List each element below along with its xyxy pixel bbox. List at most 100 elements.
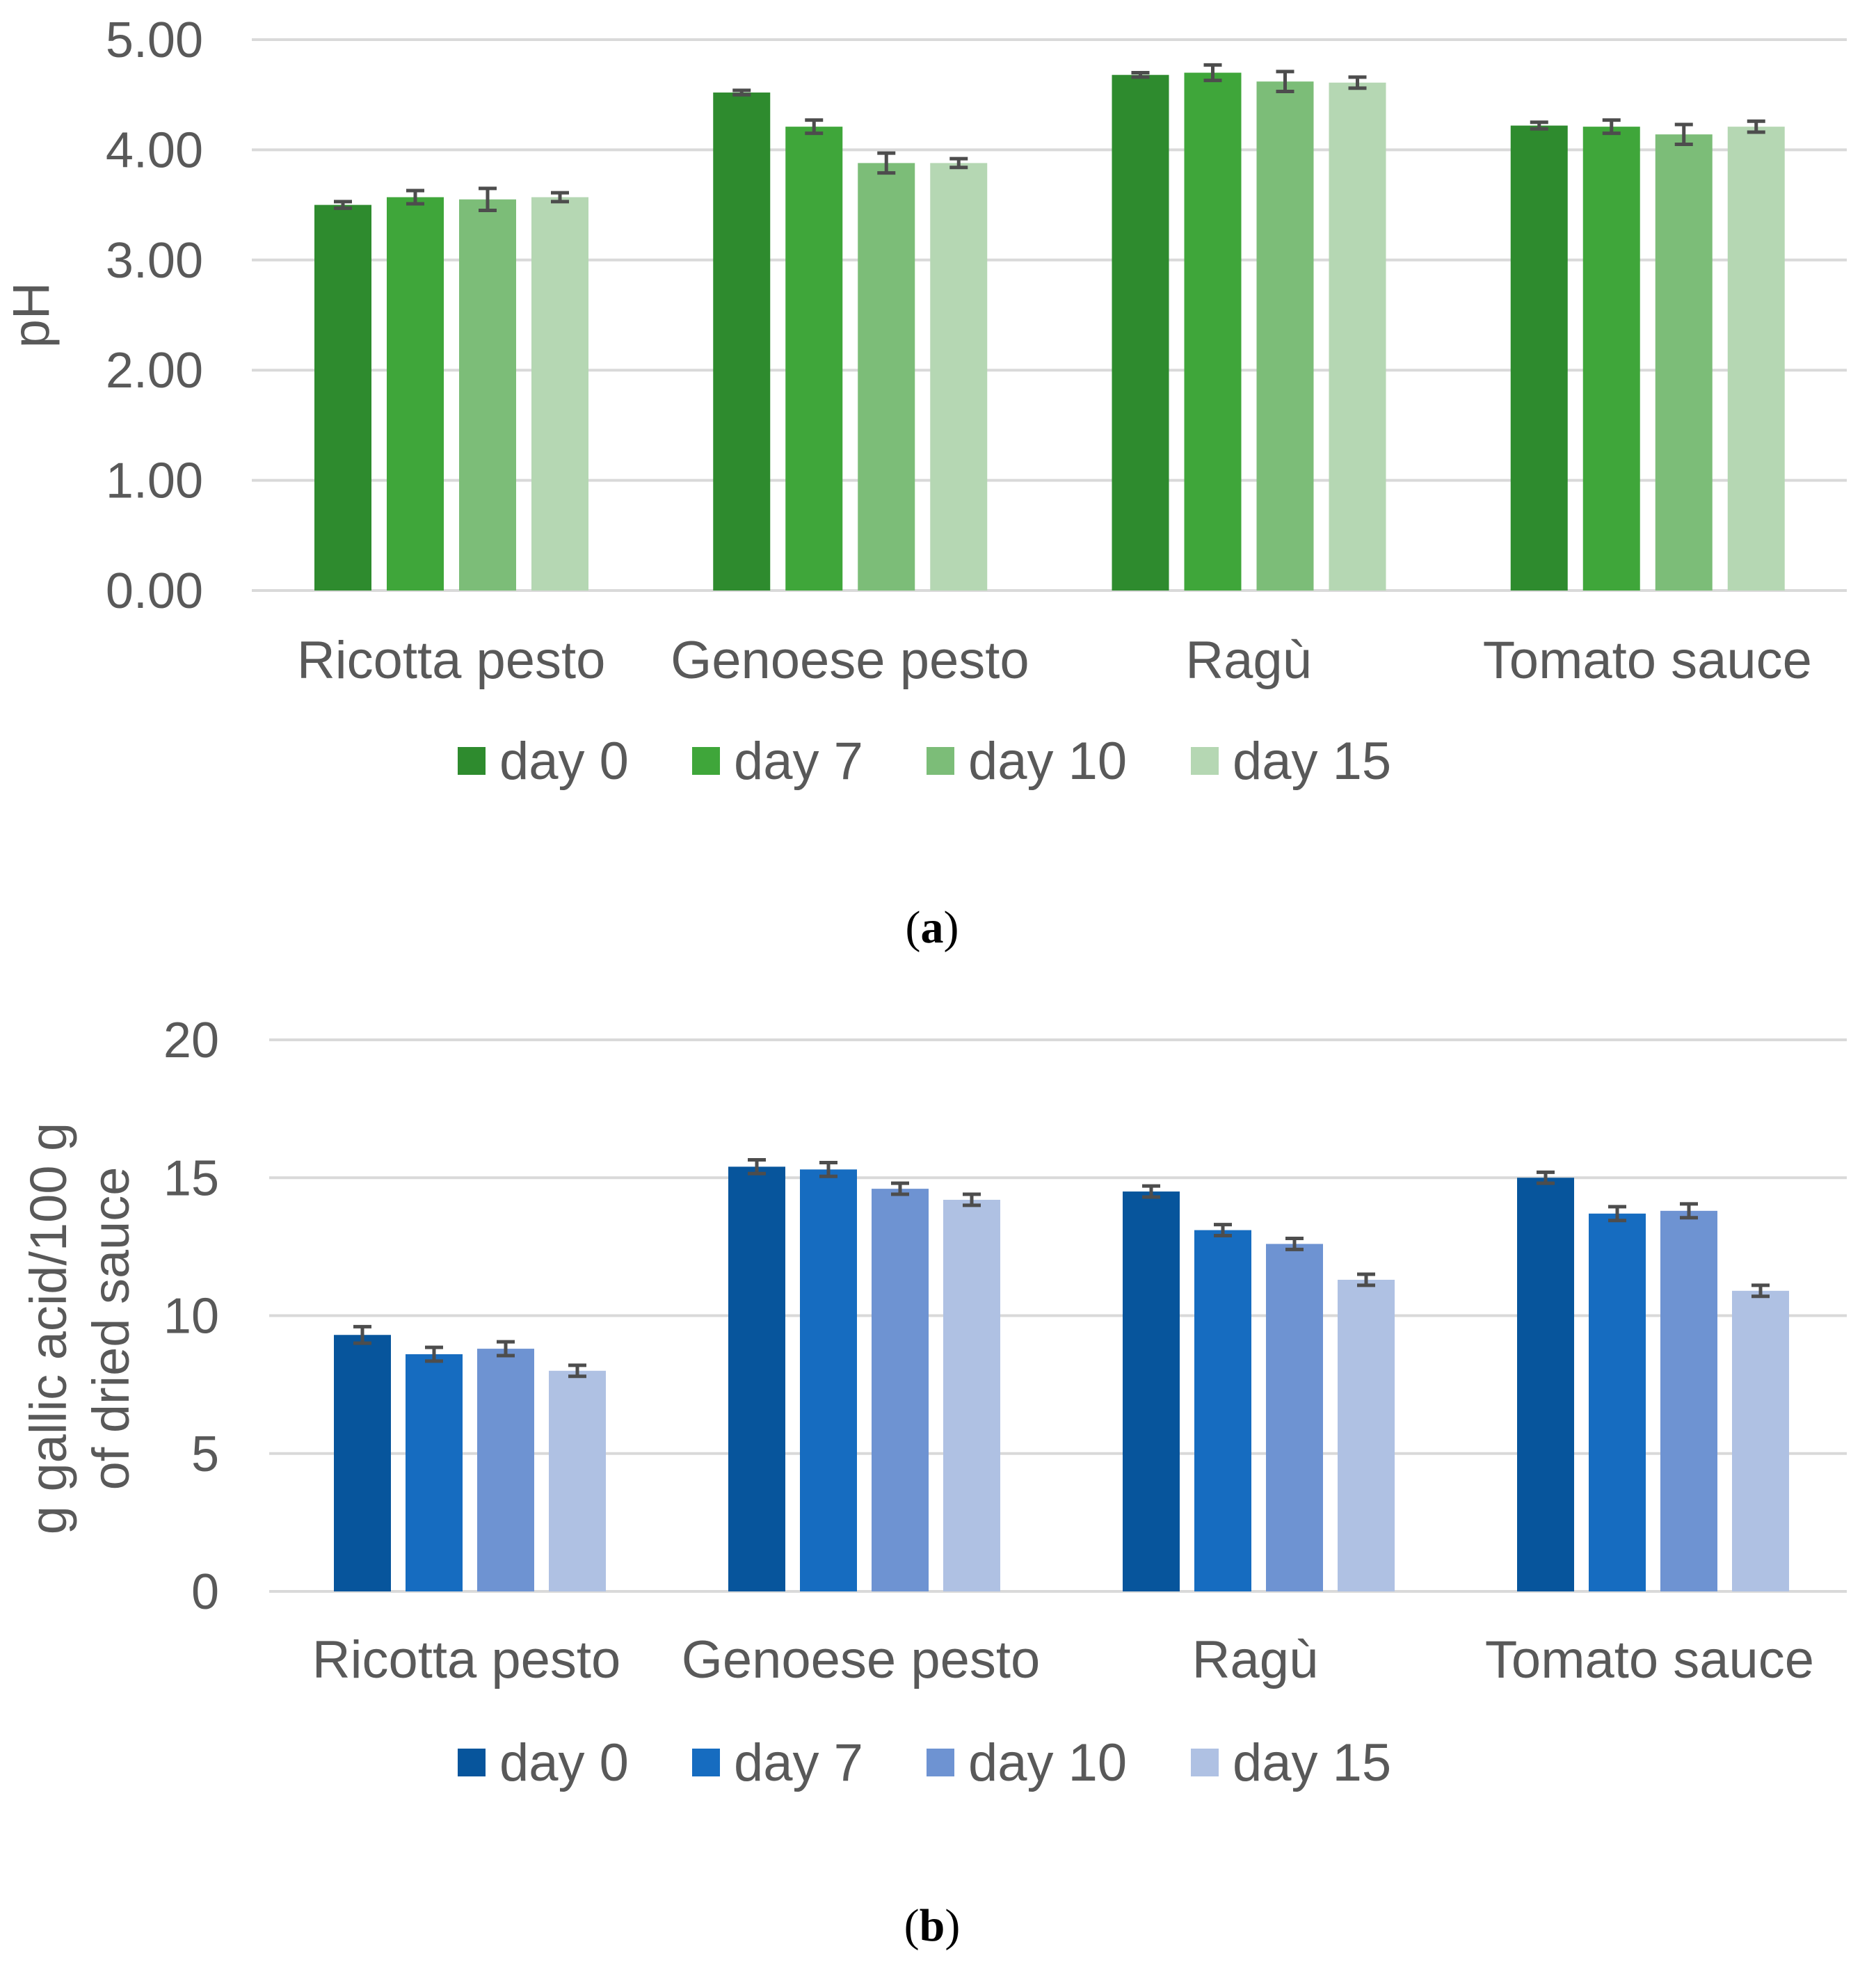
legend-label: day 0 bbox=[499, 1733, 629, 1792]
bar-day-10 bbox=[459, 199, 516, 591]
legend-label: day 7 bbox=[734, 1733, 863, 1792]
error-bar bbox=[748, 1157, 766, 1175]
y-tick-label: 0 bbox=[191, 1564, 219, 1620]
error-bar bbox=[334, 200, 352, 210]
legend-swatch bbox=[458, 747, 486, 775]
bar-day-7 bbox=[800, 1169, 857, 1591]
bar-day-15 bbox=[930, 163, 988, 591]
error-bar bbox=[963, 1192, 981, 1207]
bar-day-15 bbox=[1732, 1290, 1789, 1591]
legend-swatch bbox=[692, 1749, 720, 1776]
y-tick-label: 20 bbox=[163, 1013, 219, 1068]
bar-day-10 bbox=[1655, 134, 1713, 591]
error-bar bbox=[877, 151, 896, 175]
bar-day-0 bbox=[1510, 125, 1568, 591]
legend-label: day 15 bbox=[1233, 1733, 1391, 1792]
legend-item: day 7 bbox=[692, 1733, 863, 1792]
legend-label: day 10 bbox=[968, 732, 1127, 791]
error-bar bbox=[1348, 75, 1367, 90]
bar-day-10 bbox=[858, 163, 915, 591]
bar-day-0 bbox=[334, 1335, 391, 1591]
category-label: Tomato sauce bbox=[1483, 631, 1812, 690]
bar-day-0 bbox=[713, 93, 771, 591]
bar-day-15 bbox=[1338, 1279, 1395, 1591]
caption-a-letter: a bbox=[921, 902, 944, 953]
error-bar bbox=[568, 1363, 586, 1379]
bar-day-0 bbox=[728, 1166, 785, 1591]
legend-swatch bbox=[458, 1749, 486, 1776]
legend-label: day 10 bbox=[968, 1733, 1127, 1792]
category-label: Tomato sauce bbox=[1485, 1630, 1814, 1689]
error-bar bbox=[1285, 1236, 1304, 1251]
legend-label: day 15 bbox=[1233, 732, 1391, 791]
category-label: Genoese pesto bbox=[671, 631, 1029, 690]
legend-swatch bbox=[1191, 747, 1219, 775]
bar-day-10 bbox=[872, 1189, 929, 1591]
bar-day-7 bbox=[1589, 1213, 1646, 1591]
bar-day-15 bbox=[943, 1199, 1000, 1591]
chart-a: 0.00 1.00 2.00 3.00 4.00 5.00 pH Ricotta pesto G… bbox=[2, 13, 1847, 791]
legend-item: day 0 bbox=[458, 1733, 629, 1792]
y-tick-label: 4.00 bbox=[106, 122, 203, 178]
bar-day-15 bbox=[549, 1370, 606, 1591]
caption-b: (b) bbox=[904, 1900, 961, 1951]
y-axis-label-line: of dried sauce bbox=[82, 1167, 140, 1491]
bar-day-15 bbox=[531, 197, 588, 591]
caption-b-letter: b bbox=[920, 1900, 945, 1951]
error-bar bbox=[1203, 63, 1222, 83]
category-label: Ricotta pesto bbox=[312, 1630, 621, 1689]
category-label: Ricotta pesto bbox=[297, 631, 606, 690]
y-tick-label: 0.00 bbox=[106, 563, 203, 619]
y-tick-label: 5 bbox=[191, 1427, 219, 1482]
bar-day-10 bbox=[1660, 1210, 1717, 1591]
error-bar bbox=[1357, 1272, 1375, 1287]
error-bar bbox=[1747, 119, 1765, 134]
error-bar bbox=[805, 118, 824, 136]
error-bar bbox=[1142, 1184, 1160, 1199]
legend-item: day 0 bbox=[458, 732, 629, 791]
bar-day-15 bbox=[1727, 127, 1785, 591]
caption-a: (a) bbox=[906, 902, 959, 953]
error-bar bbox=[1751, 1283, 1770, 1299]
bar-day-10 bbox=[1266, 1244, 1323, 1591]
bar-day-0 bbox=[314, 204, 371, 591]
bar-day-7 bbox=[785, 127, 843, 591]
error-bar bbox=[1602, 118, 1621, 136]
bar-day-7 bbox=[1184, 72, 1242, 591]
y-tick-label: 15 bbox=[163, 1150, 219, 1206]
legend-swatch bbox=[927, 1749, 954, 1776]
error-bar bbox=[1276, 70, 1294, 93]
bar-day-10 bbox=[1256, 81, 1314, 591]
bar-day-0 bbox=[1112, 74, 1169, 591]
legend-label: day 0 bbox=[499, 732, 629, 791]
bar-day-7 bbox=[406, 1354, 463, 1591]
legend-swatch bbox=[927, 747, 954, 775]
error-bar bbox=[497, 1340, 515, 1358]
error-bar bbox=[1530, 120, 1548, 131]
error-bar bbox=[551, 191, 569, 204]
category-label: Ragù bbox=[1185, 631, 1312, 690]
bar-day-7 bbox=[1194, 1230, 1251, 1591]
bar-day-7 bbox=[387, 197, 444, 591]
legend-item: day 7 bbox=[692, 732, 863, 791]
chart-b: 0 5 10 15 20 g gallic acid/100 g of dried sauc… bbox=[19, 1013, 1847, 1792]
error-bar bbox=[1608, 1205, 1626, 1223]
y-tick-label: 2.00 bbox=[106, 343, 203, 399]
error-bar bbox=[479, 186, 497, 213]
error-bar bbox=[425, 1345, 443, 1363]
y-axis-label-line: g gallic acid/100 g bbox=[19, 1123, 77, 1534]
error-bar bbox=[1131, 71, 1150, 79]
bar-day-0 bbox=[1517, 1178, 1574, 1591]
bar-day-15 bbox=[1329, 82, 1386, 591]
legend-item: day 15 bbox=[1191, 1733, 1391, 1792]
error-bar bbox=[353, 1324, 371, 1345]
error-bar bbox=[1214, 1223, 1232, 1238]
legend-item: day 15 bbox=[1191, 732, 1391, 791]
legend-swatch bbox=[692, 747, 720, 775]
bar-day-0 bbox=[1123, 1191, 1180, 1591]
legend-label: day 7 bbox=[734, 732, 863, 791]
y-tick-label: 10 bbox=[163, 1289, 219, 1344]
y-axis-label: pH bbox=[2, 282, 60, 348]
error-bar bbox=[949, 156, 968, 170]
error-bar bbox=[406, 188, 424, 206]
